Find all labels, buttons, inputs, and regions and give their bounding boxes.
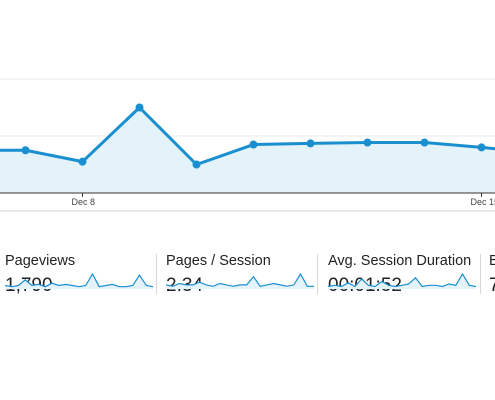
- metric-label: B: [489, 253, 495, 269]
- chart-data-point[interactable]: [420, 138, 429, 147]
- chart-data-point[interactable]: [477, 143, 486, 152]
- chart-area-fill: [0, 107, 495, 193]
- chart-series-line: [0, 106, 495, 166]
- metric-label: Avg. Session Duration: [328, 253, 472, 269]
- chart-x-tick-label: Dec 8: [72, 197, 96, 207]
- chart-data-point[interactable]: [135, 103, 144, 112]
- chart-data-point[interactable]: [192, 160, 201, 169]
- metric-divider: [156, 254, 157, 294]
- metric-label: Pageviews: [5, 253, 76, 269]
- sparkline-area: [328, 274, 476, 289]
- sparkline-area: [5, 274, 153, 289]
- sparkline-line: [166, 273, 314, 287]
- chart-data-point[interactable]: [21, 146, 30, 155]
- metric-divider: [317, 254, 318, 294]
- sessions-line-chart: Dec 8 Dec 15: [0, 78, 495, 212]
- sparkline-line: [328, 273, 476, 288]
- chart-data-point[interactable]: [363, 138, 372, 147]
- metric-value: 7: [489, 275, 495, 296]
- sparkline-line: [5, 273, 153, 288]
- chart-data-point[interactable]: [249, 140, 258, 149]
- chart-gridlines: [0, 78, 495, 137]
- metric-label: Pages / Session: [166, 253, 271, 269]
- chart-data-points: [21, 103, 486, 169]
- chart-x-tick-label: Dec 15: [471, 197, 495, 207]
- sparkline-area: [166, 274, 314, 289]
- chart-x-ticks: Dec 8 Dec 15: [72, 193, 495, 207]
- sparkline-pageviews: [5, 273, 153, 289]
- chart-data-point[interactable]: [306, 139, 315, 148]
- metric-divider: [480, 254, 481, 294]
- sparkline-avg-session-duration: [328, 273, 476, 289]
- sparkline-pages-per-session: [166, 273, 314, 289]
- chart-data-point[interactable]: [78, 157, 87, 166]
- metric-bounce-rate[interactable]: B 7: [489, 253, 495, 303]
